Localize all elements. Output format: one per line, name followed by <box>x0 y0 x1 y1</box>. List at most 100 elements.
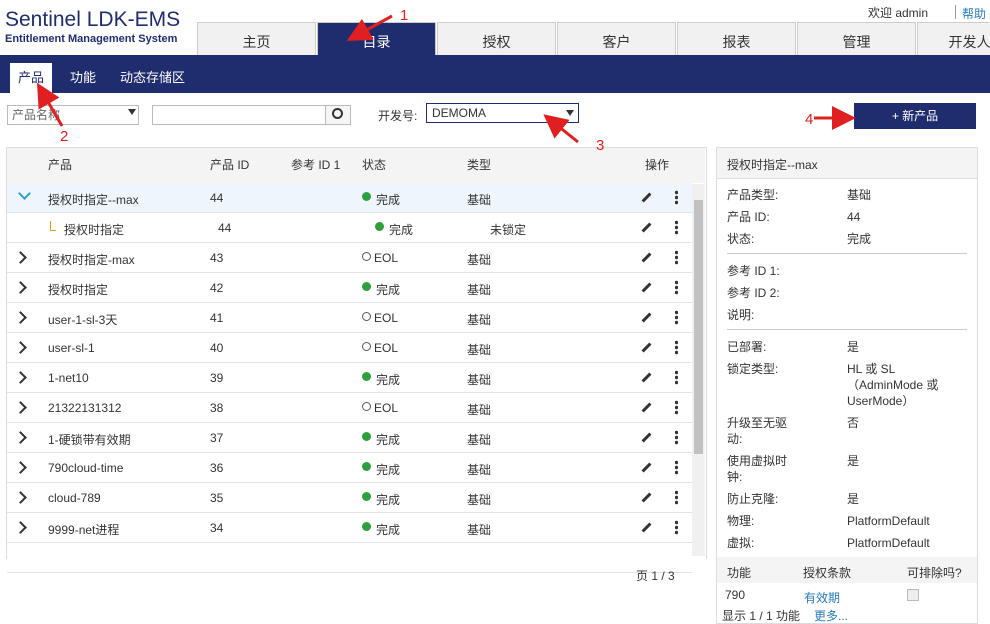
product-name[interactable]: 1-net10 <box>48 371 89 385</box>
status-icon <box>362 342 371 351</box>
product-name[interactable]: 授权时指定-max <box>48 253 135 267</box>
more-icon[interactable] <box>675 190 678 205</box>
row-bg[interactable] <box>7 513 692 543</box>
product-id: 35 <box>210 491 224 505</box>
detail-value: HL 或 SL（AdminMode 或 UserMode） <box>847 362 939 408</box>
select-arrow <box>566 110 574 116</box>
scroll-thumb[interactable] <box>694 200 703 454</box>
sub-tab[interactable]: 功能 <box>70 70 97 85</box>
row-bg[interactable] <box>7 303 692 333</box>
product-name[interactable]: 9999-net进程 <box>48 523 120 537</box>
more-icon[interactable] <box>675 280 678 295</box>
help-link[interactable]: 帮助 <box>962 7 987 21</box>
more-icon[interactable] <box>675 460 678 475</box>
product-id: 40 <box>210 341 224 355</box>
detail-label: 升级至无驱动: <box>727 416 788 446</box>
column-header: 产品 ID <box>210 158 250 172</box>
detail-label: 参考 ID 2: <box>727 286 780 300</box>
more-icon[interactable] <box>675 340 678 355</box>
detail-value: 否 <box>847 416 860 430</box>
detail-value: PlatformDefault <box>847 514 930 528</box>
status-icon <box>362 312 371 321</box>
product-id: 44 <box>218 221 232 235</box>
row-bg[interactable] <box>7 483 692 513</box>
feature-term[interactable]: 有效期 <box>804 591 841 605</box>
type: 基础 <box>467 343 492 357</box>
status: 完成 <box>376 283 401 297</box>
product-name[interactable]: user-sl-1 <box>48 341 95 355</box>
more-icon[interactable] <box>675 490 678 505</box>
row-bg[interactable] <box>7 243 692 273</box>
detail-value: 是 <box>847 340 860 354</box>
product-name[interactable]: cloud-789 <box>48 491 101 505</box>
product-name[interactable]: 授权时指定--max <box>48 193 139 207</box>
nav-tab[interactable]: 开发人员 <box>917 22 990 56</box>
dev-label: 开发号: <box>378 109 418 123</box>
detail-value: 是 <box>847 454 860 468</box>
product-name[interactable]: user-1-sl-3天 <box>48 313 118 327</box>
search-input[interactable] <box>152 105 326 125</box>
product-id: 37 <box>210 431 224 445</box>
feature-header: 功能 <box>727 566 752 580</box>
more-icon[interactable] <box>675 520 678 535</box>
product-id: 41 <box>210 311 224 325</box>
new-product-button[interactable]: + 新产品 <box>854 103 976 129</box>
row-bg[interactable] <box>7 363 692 393</box>
status: EOL <box>374 341 399 355</box>
status: EOL <box>374 251 399 265</box>
product-name[interactable]: 1-硬锁带有效期 <box>48 433 131 447</box>
nav-tab[interactable]: 主页 <box>197 22 316 56</box>
row-bg[interactable] <box>7 213 692 243</box>
status-icon <box>362 192 371 201</box>
nav-band <box>0 55 990 93</box>
type: 基础 <box>467 253 492 267</box>
more-icon[interactable] <box>675 310 678 325</box>
nav-tab[interactable]: 目录 <box>317 22 436 56</box>
status: EOL <box>374 311 399 325</box>
detail-title: 授权时指定--max <box>727 158 818 172</box>
product-name[interactable]: 授权时指定 <box>64 223 125 237</box>
detail-label: 产品类型: <box>727 188 779 202</box>
type: 基础 <box>467 463 492 477</box>
more-icon[interactable] <box>675 370 678 385</box>
status: 完成 <box>389 223 414 237</box>
row-bg[interactable] <box>7 333 692 363</box>
more-icon[interactable] <box>675 430 678 445</box>
more-link[interactable]: 更多... <box>814 609 849 623</box>
more-icon[interactable] <box>675 400 678 415</box>
product-name[interactable]: 授权时指定 <box>48 283 109 297</box>
row-bg[interactable] <box>7 423 692 453</box>
row-bg[interactable] <box>7 183 692 213</box>
nav-tab[interactable]: 客户 <box>557 22 676 56</box>
annotation-number: 4 <box>805 111 813 128</box>
logo-subtitle: Entitlement Management System <box>5 33 178 45</box>
dev-select[interactable]: DEMOMA <box>426 103 579 123</box>
status-icon <box>362 402 371 411</box>
detail-label: 已部署: <box>727 340 767 354</box>
logo-title: Sentinel LDK-EMS <box>5 8 181 31</box>
row-bg[interactable] <box>7 543 692 573</box>
type: 基础 <box>467 373 492 387</box>
user-menu[interactable]: 欢迎 admin <box>868 6 929 20</box>
status: 完成 <box>376 433 401 447</box>
more-icon[interactable] <box>675 250 678 265</box>
product-id: 42 <box>210 281 224 295</box>
status-icon <box>362 432 371 441</box>
product-name[interactable]: 790cloud-time <box>48 461 124 475</box>
column-header: 操作 <box>645 158 670 172</box>
row-bg[interactable] <box>7 273 692 303</box>
detail-label: 说明: <box>727 308 755 322</box>
sub-tab[interactable]: 动态存储区 <box>120 70 186 85</box>
row-bg[interactable] <box>7 453 692 483</box>
field-select[interactable]: 产品名称 <box>7 105 139 125</box>
more-icon[interactable] <box>675 220 678 235</box>
nav-tab[interactable]: 报表 <box>677 22 796 56</box>
divider <box>727 253 967 254</box>
nav-tab[interactable]: 授权 <box>437 22 556 56</box>
product-name[interactable]: 21322131312 <box>48 401 122 415</box>
select-arrow <box>128 109 136 115</box>
sub-tab[interactable]: 产品 <box>10 63 53 93</box>
row-bg[interactable] <box>7 393 692 423</box>
nav-tab[interactable]: 管理 <box>797 22 916 56</box>
